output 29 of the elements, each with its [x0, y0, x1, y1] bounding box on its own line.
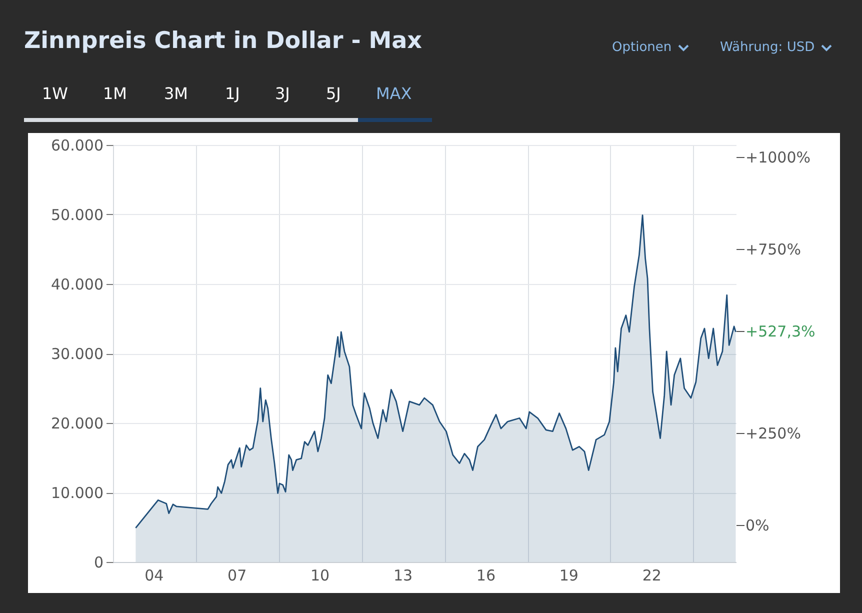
y-tick-label: 0: [94, 554, 104, 572]
y-tick-label: 40.000: [51, 276, 104, 294]
x-tick-label: 19: [559, 566, 578, 584]
text: MAX: [376, 84, 412, 103]
text: 5J: [326, 84, 341, 103]
text: 3M: [164, 84, 188, 103]
y-tick-label: 60.000: [51, 136, 104, 154]
y2-tick-label: +1000%: [746, 148, 810, 166]
y-tick-label: 30.000: [51, 345, 104, 363]
text: 1W: [42, 84, 68, 103]
text: Optionen: [612, 40, 672, 55]
x-tick-label: 07: [228, 566, 247, 584]
y2-tick-label: +250%: [746, 424, 801, 443]
y-tick-label: 50.000: [51, 206, 104, 224]
y2-tick-label: +527,3%: [746, 322, 816, 340]
y-tick-label: 10.000: [51, 484, 104, 502]
y2-tick-label: +750%: [746, 240, 801, 258]
text: 3J: [275, 84, 290, 103]
text: 1M: [103, 84, 127, 103]
chart-title: Zinnpreis Chart in Dollar - Max: [24, 28, 422, 54]
y2-tick-label: 0%: [746, 516, 770, 535]
y-tick-label: 20.000: [51, 414, 104, 432]
x-tick-label: 04: [144, 566, 164, 584]
x-tick-label: 10: [310, 566, 330, 584]
x-tick-label: 22: [642, 566, 662, 584]
x-tick-label: 16: [476, 566, 496, 584]
text: Währung: USD: [720, 40, 815, 55]
x-tick-label: 13: [393, 566, 413, 584]
text: 1J: [225, 84, 240, 103]
